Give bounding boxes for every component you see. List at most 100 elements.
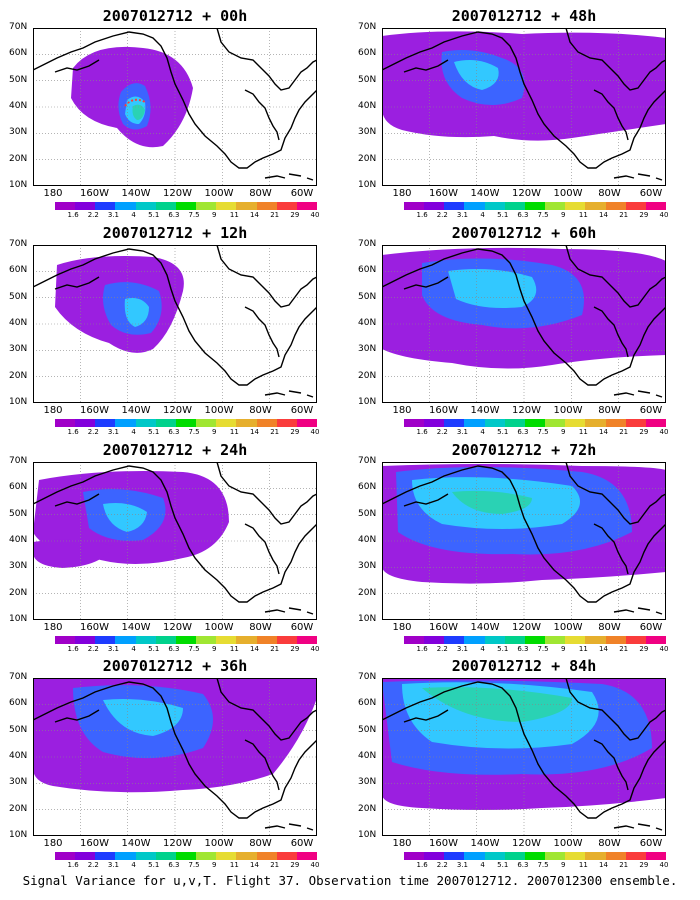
colorbar-swatch bbox=[524, 419, 546, 427]
longitude-label: 160W bbox=[429, 622, 458, 633]
colorbar-swatch bbox=[524, 202, 546, 210]
longitude-label: 100W bbox=[553, 622, 583, 633]
colorbar-label: 9 bbox=[560, 428, 566, 436]
colorbar-swatch bbox=[645, 419, 667, 427]
longitude-label: 80W bbox=[249, 188, 272, 199]
colorbar-swatch bbox=[645, 852, 667, 860]
latitude-label: 70N bbox=[9, 456, 28, 466]
colorbar-swatch bbox=[464, 852, 485, 860]
longitude-label: 180 bbox=[43, 838, 63, 849]
colorbar-label: 5.1 bbox=[497, 861, 509, 869]
colorbar bbox=[55, 419, 318, 427]
colorbar-swatch bbox=[404, 636, 425, 644]
coastline bbox=[244, 739, 280, 791]
colorbar-label: 5.1 bbox=[148, 645, 160, 653]
longitude-label: 140W bbox=[121, 838, 151, 849]
longitude-label: 180 bbox=[392, 188, 412, 199]
colorbar-label: 1.6 bbox=[416, 645, 428, 653]
colorbar-label: 11 bbox=[578, 211, 588, 219]
latitude-label: 30N bbox=[358, 344, 377, 355]
colorbar-label: 21 bbox=[619, 428, 629, 436]
colorbar-label: 11 bbox=[578, 861, 588, 869]
colorbar-label: 3.1 bbox=[456, 211, 469, 219]
longitude-label: 140W bbox=[121, 622, 151, 633]
colorbar-swatch bbox=[545, 419, 566, 427]
latitude-label: 50N bbox=[358, 724, 377, 735]
coastline bbox=[593, 739, 629, 791]
longitude-label: 120W bbox=[163, 188, 192, 199]
colorbar-swatch bbox=[484, 852, 505, 860]
latitude-label: 30N bbox=[358, 561, 377, 572]
colorbar-label: 3.1 bbox=[456, 428, 469, 436]
latitude-label: 30N bbox=[9, 344, 28, 355]
latitude-label: 20N bbox=[358, 153, 377, 164]
colorbar-label: 11 bbox=[229, 645, 239, 653]
colorbar-swatch bbox=[444, 202, 465, 210]
colorbar-swatch bbox=[404, 852, 425, 860]
coastline bbox=[613, 390, 663, 398]
colorbar-label: 6.3 bbox=[168, 211, 180, 219]
variance-contour bbox=[33, 539, 113, 568]
colorbar-label: 6.3 bbox=[517, 211, 529, 219]
latitude-label: 50N bbox=[9, 291, 28, 302]
longitude-label: 80W bbox=[598, 838, 621, 849]
coastline bbox=[565, 462, 666, 525]
longitude-label: 120W bbox=[512, 405, 541, 416]
latitude-label: 40N bbox=[358, 751, 377, 761]
colorbar-label: 9 bbox=[211, 861, 217, 869]
coastline bbox=[565, 28, 666, 91]
colorbar-label: 4 bbox=[131, 861, 136, 869]
colorbar-label: 2.2 bbox=[436, 861, 448, 869]
colorbar-label: 11 bbox=[229, 211, 239, 219]
latitude-label: 60N bbox=[9, 48, 28, 59]
longitude-label: 100W bbox=[204, 622, 234, 633]
latitude-label: 40N bbox=[9, 318, 28, 328]
colorbar-swatch bbox=[55, 202, 76, 210]
variance-contour bbox=[103, 503, 147, 532]
figure-caption: Signal Variance for u,v,T. Flight 37. Ob… bbox=[22, 873, 678, 888]
colorbar-swatch bbox=[55, 419, 76, 427]
colorbar-label: 7.5 bbox=[537, 211, 549, 219]
colorbar-swatch bbox=[216, 852, 237, 860]
coastline bbox=[33, 465, 317, 603]
longitude-label: 180 bbox=[392, 838, 412, 849]
colorbar-label: 4 bbox=[131, 428, 136, 436]
colorbar-swatch bbox=[115, 852, 136, 860]
latitude-label: 40N bbox=[9, 535, 28, 545]
coastline bbox=[216, 678, 317, 741]
colorbar-label: 40 bbox=[659, 861, 669, 869]
panel-title: 2007012712 + 24h bbox=[102, 441, 248, 459]
colorbar-swatch bbox=[95, 202, 116, 210]
colorbar-label: 1.6 bbox=[416, 428, 428, 436]
colorbar-swatch bbox=[296, 636, 318, 644]
colorbar-label: 40 bbox=[310, 861, 320, 869]
coastline bbox=[264, 173, 314, 181]
colorbar-swatch bbox=[75, 202, 96, 210]
colorbar-swatch bbox=[155, 202, 176, 210]
colorbar-swatch bbox=[296, 419, 318, 427]
latitude-label: 70N bbox=[358, 456, 377, 466]
colorbar-swatch bbox=[605, 419, 626, 427]
colorbar-swatch bbox=[605, 852, 626, 860]
colorbar-label: 21 bbox=[270, 428, 280, 436]
colorbar-label: 6.3 bbox=[168, 645, 180, 653]
colorbar-swatch bbox=[605, 202, 626, 210]
panel-title: 2007012712 + 36h bbox=[102, 657, 248, 675]
longitude-label: 100W bbox=[204, 405, 234, 416]
colorbar-swatch bbox=[565, 202, 586, 210]
longitude-label: 100W bbox=[553, 838, 583, 849]
colorbar-swatch bbox=[196, 636, 217, 644]
colorbar-label: 14 bbox=[599, 861, 608, 869]
colorbar-swatch bbox=[625, 419, 646, 427]
colorbar-label: 40 bbox=[659, 428, 669, 436]
colorbar-label: 14 bbox=[599, 211, 608, 219]
colorbar-swatch bbox=[545, 202, 566, 210]
colorbar-swatch bbox=[95, 852, 116, 860]
latitude-label: 40N bbox=[9, 101, 28, 111]
colorbar-label: 29 bbox=[639, 211, 649, 219]
longitude-label: 80W bbox=[598, 622, 621, 633]
colorbar-label: 7.5 bbox=[537, 428, 549, 436]
colorbar-swatch bbox=[236, 852, 257, 860]
colorbar-label: 6.3 bbox=[517, 428, 529, 436]
variance-map bbox=[33, 462, 317, 620]
